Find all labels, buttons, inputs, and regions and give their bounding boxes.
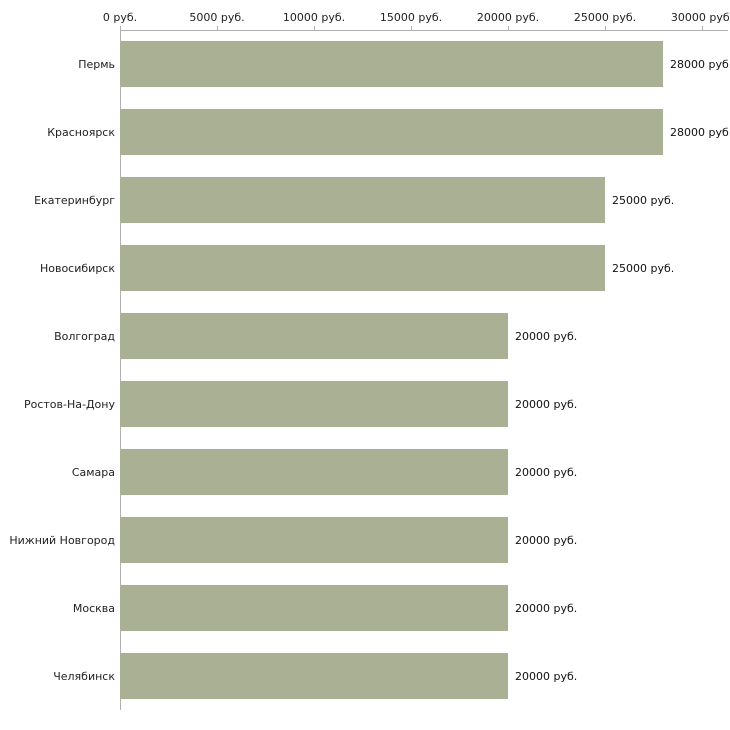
- bar-row: Пермь 28000 руб.: [78, 30, 730, 98]
- category-label: Москва: [72, 601, 115, 615]
- value-label: 20000 руб.: [515, 465, 578, 479]
- category-label: Самара: [71, 465, 115, 479]
- value-label: 20000 руб.: [515, 329, 578, 343]
- x-axis-tick-labels: 0 руб. 5000 руб. 10000 руб. 15000 руб. 20000…: [0, 0, 730, 30]
- x-tick-mark: [702, 26, 703, 30]
- bar: [120, 449, 508, 495]
- bar-row: Волгоград 20000 руб.: [54, 302, 702, 370]
- bar: [120, 177, 605, 223]
- x-tick-mark: [217, 26, 218, 30]
- bar-row: Нижний Новгород 20000 руб.: [9, 506, 702, 574]
- x-tick-label: 25000 руб.: [573, 11, 637, 24]
- x-tick-mark: [508, 26, 509, 30]
- x-tick-label: 0 руб.: [102, 11, 138, 24]
- category-label: Нижний Новгород: [9, 533, 115, 547]
- x-axis-line: [120, 30, 728, 31]
- value-label: 20000 руб.: [515, 669, 578, 683]
- x-tick-mark: [605, 26, 606, 30]
- x-tick-mark: [120, 26, 121, 30]
- bar: [120, 313, 508, 359]
- category-label: Челябинск: [53, 669, 115, 683]
- bar-row: Новосибирск 25000 руб.: [40, 234, 702, 302]
- bar-row: Самара 20000 руб.: [72, 438, 702, 506]
- category-label: Новосибирск: [39, 261, 115, 275]
- x-tick-label: 20000 руб.: [476, 11, 540, 24]
- x-tick-label: 5000 руб.: [189, 11, 245, 24]
- bar-row: Челябинск 20000 руб.: [53, 642, 702, 710]
- x-tick-mark: [411, 26, 412, 30]
- value-label: 28000 руб.: [670, 125, 730, 139]
- bar-row: Ростов-На-Дону 20000 руб.: [24, 370, 702, 438]
- x-tick-mark: [314, 26, 315, 30]
- x-tick-label: 30000 руб.: [670, 11, 730, 24]
- plot-area: Пермь 28000 руб. Красноярск 28000 руб. Екате…: [9, 30, 730, 710]
- bar: [120, 245, 605, 291]
- bar-row: Красноярск 28000 руб.: [47, 98, 730, 166]
- bar-row: Москва 20000 руб.: [73, 574, 702, 642]
- category-label: Пермь: [78, 57, 115, 71]
- x-tick-label: 15000 руб.: [379, 11, 443, 24]
- bar: [120, 653, 508, 699]
- bar: [120, 517, 508, 563]
- value-label: 28000 руб.: [670, 57, 730, 71]
- bar: [120, 585, 508, 631]
- value-label: 20000 руб.: [515, 397, 578, 411]
- category-label: Красноярск: [47, 125, 115, 139]
- bar: [120, 41, 663, 87]
- x-tick-label: 10000 руб.: [282, 11, 346, 24]
- value-label: 25000 руб.: [612, 261, 675, 275]
- bar-row: Екатеринбург 25000 руб.: [34, 166, 702, 234]
- bar: [120, 109, 663, 155]
- category-label: Ростов-На-Дону: [23, 397, 115, 411]
- value-label: 25000 руб.: [612, 193, 675, 207]
- y-axis-line: [120, 30, 121, 710]
- category-label: Екатеринбург: [34, 193, 115, 207]
- bar: [120, 381, 508, 427]
- value-label: 20000 руб.: [515, 533, 578, 547]
- category-label: Волгоград: [54, 329, 115, 343]
- value-label: 20000 руб.: [515, 601, 578, 615]
